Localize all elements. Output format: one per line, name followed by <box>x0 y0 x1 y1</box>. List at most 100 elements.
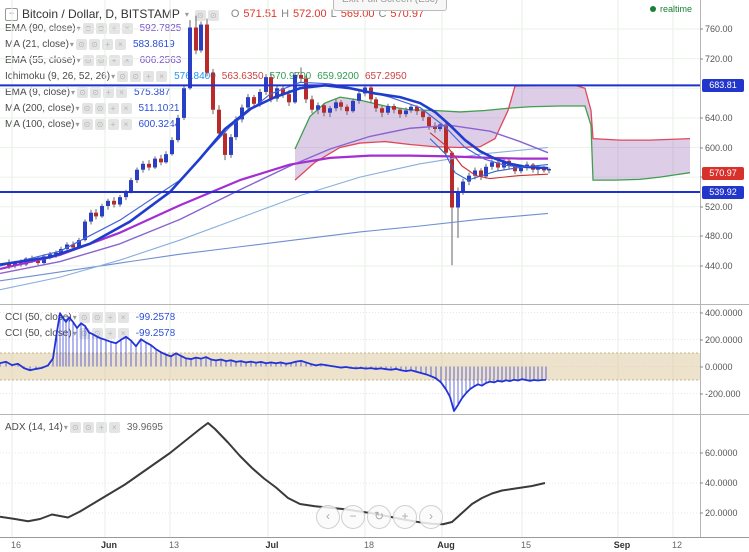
indicator-row[interactable]: MA (21, close) ▾ ⊙ ⊙ + × 583.8619 <box>5 37 181 51</box>
chevron-down-icon[interactable]: ▾ <box>72 312 77 322</box>
indicator-action-icon[interactable]: + <box>104 311 116 323</box>
indicator-row[interactable]: MA (100, close) ▾ ⊙ ⊙ + × 600.3244 <box>5 117 186 131</box>
candle <box>153 158 157 168</box>
indicator-action-icon[interactable]: ⊙ <box>81 118 93 130</box>
indicator-action-icon[interactable]: + <box>103 86 115 98</box>
time-axis-label: 13 <box>168 540 179 550</box>
title-action-icon[interactable]: ⊙ <box>207 10 219 21</box>
chevron-down-icon[interactable]: ▾ <box>75 103 80 113</box>
indicator-row[interactable]: Ichimoku (9, 26, 52, 26) ▾ ⊙ ⊙ + × 576.8400 563… <box>5 69 413 83</box>
candle <box>374 99 378 109</box>
indicator-action-icon[interactable]: ⊙ <box>82 421 94 433</box>
indicator-action-icon[interactable]: ⊙ <box>81 102 93 114</box>
price-badge: 570.97 <box>702 167 744 180</box>
candle <box>135 169 139 181</box>
indicator-action-icon[interactable]: ⊙ <box>91 311 103 323</box>
indicator-value: 600.3244 <box>138 118 181 130</box>
indicator-row[interactable]: MA (200, close) ▾ ⊙ ⊙ + × 511.1021 <box>5 101 185 115</box>
candle <box>404 110 408 115</box>
indicator-action-icon[interactable]: ⊙ <box>130 70 142 82</box>
scroll-left-button[interactable]: ‹ <box>316 505 340 529</box>
indicator-action-icon[interactable]: × <box>121 22 133 34</box>
indicator-action-icon[interactable]: + <box>143 70 155 82</box>
candle <box>252 97 256 104</box>
cci-indicator-row[interactable]: CCI (50, close) ▾ ⊙ ⊙ + × -99.2578 <box>5 326 181 340</box>
indicator-action-icon[interactable]: × <box>121 54 133 66</box>
indicator-action-icon[interactable]: ⊙ <box>78 311 90 323</box>
adx-indicator-row[interactable]: ADX (14, 14) ▾ ⊙ ⊙ + × 39.9695 <box>5 420 169 434</box>
symbol-title[interactable]: Bitcoin / Dollar, D, BITSTAMP <box>22 7 180 21</box>
candle <box>258 91 262 104</box>
indicator-action-icon[interactable]: + <box>108 22 120 34</box>
indicator-action-icon[interactable]: ⊙ <box>69 421 81 433</box>
candle <box>479 170 483 177</box>
candle <box>450 152 454 208</box>
indicator-action-icon[interactable]: ⊙ <box>94 118 106 130</box>
indicator-action-icon[interactable]: ⊙ <box>91 327 103 339</box>
indicator-action-icon[interactable]: ⊙ <box>95 54 107 66</box>
chevron-down-icon[interactable]: ▾ <box>63 422 68 432</box>
time-axis-label: 16 <box>10 540 21 550</box>
adx-axis-label: 40.0000 <box>705 478 738 488</box>
indicator-action-icon[interactable]: + <box>104 327 116 339</box>
chevron-down-icon[interactable]: ▾ <box>72 328 77 338</box>
indicator-action-icon[interactable]: × <box>114 38 126 50</box>
collapse-icon[interactable]: − <box>5 7 18 21</box>
indicator-action-icon[interactable]: ⊙ <box>82 22 94 34</box>
indicator-action-icon[interactable]: × <box>120 102 132 114</box>
indicator-action-icon[interactable]: ⊙ <box>90 86 102 98</box>
indicator-action-icon[interactable]: × <box>116 86 128 98</box>
chevron-down-icon[interactable]: ▾ <box>75 119 80 129</box>
zoom-out-button[interactable]: − <box>341 505 365 529</box>
candle <box>507 160 511 167</box>
indicator-action-icon[interactable]: ⊙ <box>78 327 90 339</box>
candle <box>71 244 75 248</box>
candle <box>351 100 355 112</box>
candle <box>199 24 203 51</box>
indicator-action-icon[interactable]: + <box>107 118 119 130</box>
candle <box>398 109 402 115</box>
indicator-action-icon[interactable]: ⊙ <box>77 86 89 98</box>
chevron-down-icon[interactable]: ▾ <box>111 71 116 81</box>
indicator-row[interactable]: EMA (9, close) ▾ ⊙ ⊙ + × 575.387 <box>5 85 176 99</box>
cci-indicator-row[interactable]: CCI (50, close) ▾ ⊙ ⊙ + × -99.2578 <box>5 310 181 324</box>
indicator-action-icon[interactable]: ⊙ <box>95 22 107 34</box>
indicator-name: EMA (90, close) <box>5 22 76 34</box>
reset-view-button[interactable]: ↻ <box>367 505 391 529</box>
chevron-down-icon[interactable]: ▾ <box>76 23 81 33</box>
indicator-action-icon[interactable]: × <box>156 70 168 82</box>
indicator-row[interactable]: EMA (55, close) ▾ ⊙ ⊙ + × 606.2563 <box>5 53 187 67</box>
indicator-action-icon[interactable]: + <box>107 102 119 114</box>
candle <box>456 191 460 208</box>
indicator-action-icon[interactable]: ⊙ <box>94 102 106 114</box>
indicator-action-icon[interactable]: ⊙ <box>75 38 87 50</box>
candle <box>547 168 551 171</box>
indicator-name: MA (21, close) <box>5 38 69 50</box>
chevron-down-icon[interactable]: ▾ <box>76 55 81 65</box>
indicator-row[interactable]: EMA (90, close) ▾ ⊙ ⊙ + × 592.7825 <box>5 21 187 35</box>
indicator-action-icon[interactable]: + <box>101 38 113 50</box>
candle <box>345 106 349 112</box>
title-action-icon[interactable]: ⊙ <box>194 10 206 21</box>
indicator-action-icon[interactable]: × <box>108 421 120 433</box>
indicator-action-icon[interactable]: ⊙ <box>88 38 100 50</box>
indicator-values: 576.8400 563.6350 570.9700 659.9200 657.2950 <box>174 71 413 82</box>
indicator-action-icon[interactable]: + <box>95 421 107 433</box>
chevron-down-icon[interactable]: ▾ <box>71 87 76 97</box>
candle <box>322 105 326 113</box>
chevron-down-icon[interactable]: ▾ <box>69 39 74 49</box>
indicator-action-icon[interactable]: × <box>120 118 132 130</box>
candle <box>363 87 367 94</box>
scroll-right-button[interactable]: › <box>419 505 443 529</box>
indicator-action-icon[interactable]: × <box>117 311 129 323</box>
zoom-in-button[interactable]: + <box>393 505 417 529</box>
indicator-action-icon[interactable]: × <box>117 327 129 339</box>
line-ema-55 <box>0 154 548 271</box>
cci-band <box>0 353 700 380</box>
exit-fullscreen-button[interactable]: Exit Full Screen (Esc) <box>333 0 448 11</box>
indicator-action-icon[interactable]: ⊙ <box>82 54 94 66</box>
indicator-action-icon[interactable]: + <box>108 54 120 66</box>
indicator-action-icon[interactable]: ⊙ <box>117 70 129 82</box>
chevron-down-icon[interactable]: ▾ <box>184 9 189 19</box>
candle <box>310 99 314 110</box>
